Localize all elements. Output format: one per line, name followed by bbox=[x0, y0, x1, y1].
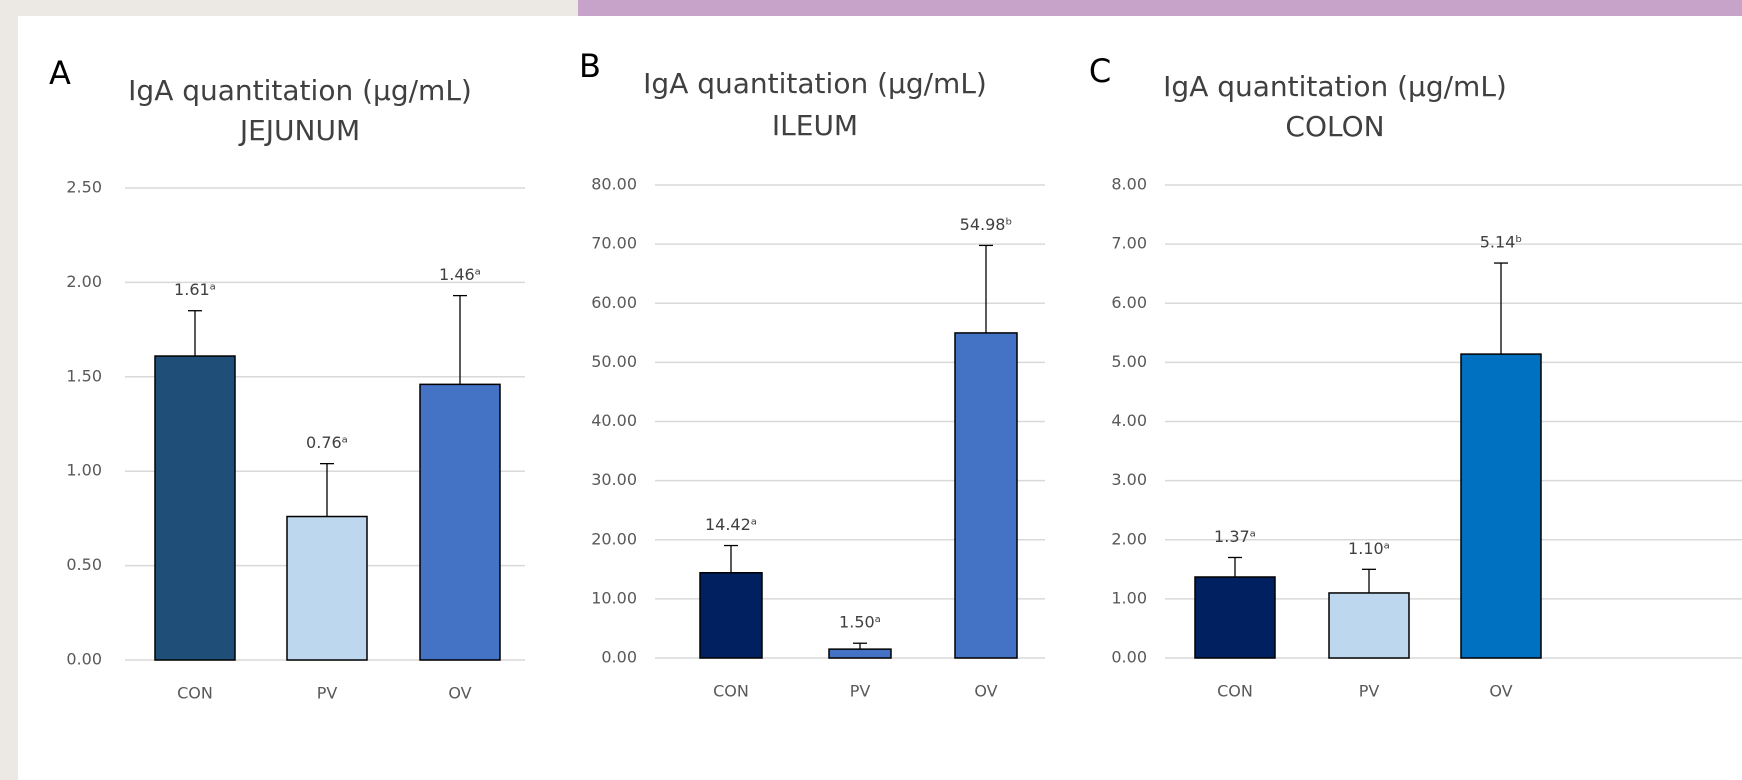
value-label: 54.98ᵇ bbox=[960, 215, 1013, 234]
value-label: 1.10ᵃ bbox=[1348, 539, 1390, 558]
y-tick-label: 4.00 bbox=[1111, 411, 1147, 430]
chart-title: IgA quantitation (µg/mL) bbox=[1163, 70, 1507, 103]
y-tick-label: 70.00 bbox=[591, 234, 637, 253]
y-tick-label: 0.00 bbox=[1111, 648, 1147, 667]
value-label: 0.76ᵃ bbox=[306, 433, 348, 452]
y-tick-label: 0.00 bbox=[601, 648, 637, 667]
y-tick-label: 10.00 bbox=[591, 588, 637, 607]
y-tick-label: 80.00 bbox=[591, 175, 637, 194]
panel-letter: C bbox=[1089, 52, 1111, 90]
x-tick-label: OV bbox=[974, 682, 997, 701]
x-tick-label: CON bbox=[1217, 682, 1253, 701]
y-tick-label: 8.00 bbox=[1111, 175, 1147, 194]
bar bbox=[955, 333, 1017, 658]
chart-title: IgA quantitation (µg/mL) bbox=[128, 74, 472, 107]
y-tick-label: 2.50 bbox=[66, 178, 102, 197]
y-tick-label: 50.00 bbox=[591, 352, 637, 371]
bar bbox=[1329, 593, 1409, 658]
panel-letter: A bbox=[49, 54, 71, 92]
y-tick-label: 60.00 bbox=[591, 293, 637, 312]
y-tick-label: 2.00 bbox=[66, 272, 102, 291]
panel-letter: B bbox=[579, 47, 601, 85]
x-tick-label: PV bbox=[850, 682, 871, 701]
chart-subtitle: JEJUNUM bbox=[238, 114, 360, 147]
bar bbox=[287, 517, 367, 660]
value-label: 14.42ᵃ bbox=[705, 515, 757, 534]
value-label: 5.14ᵇ bbox=[1480, 233, 1522, 252]
chart-subtitle: COLON bbox=[1285, 110, 1384, 143]
y-tick-label: 5.00 bbox=[1111, 352, 1147, 371]
bar bbox=[700, 573, 762, 658]
value-label: 1.50ᵃ bbox=[839, 613, 881, 632]
y-tick-label: 0.00 bbox=[66, 650, 102, 669]
y-tick-label: 1.00 bbox=[1111, 588, 1147, 607]
bar bbox=[420, 384, 500, 660]
figure: A IgA quantitation (µg/mL) JEJUNUM 0.00 0.50… bbox=[0, 0, 1742, 780]
y-tick-label: 1.00 bbox=[66, 461, 102, 480]
bar bbox=[1195, 577, 1275, 658]
y-tick-label: 40.00 bbox=[591, 411, 637, 430]
x-tick-label: CON bbox=[713, 682, 749, 701]
y-tick-label: 3.00 bbox=[1111, 470, 1147, 489]
y-tick-label: 0.50 bbox=[66, 555, 102, 574]
y-tick-label: 20.00 bbox=[591, 529, 637, 548]
y-tick-label: 6.00 bbox=[1111, 293, 1147, 312]
page: A IgA quantitation (µg/mL) JEJUNUM 0.00 0.50… bbox=[0, 0, 1742, 780]
x-tick-label: OV bbox=[1489, 682, 1512, 701]
bar bbox=[1461, 354, 1541, 658]
y-tick-label: 7.00 bbox=[1111, 234, 1147, 253]
chart-title: IgA quantitation (µg/mL) bbox=[643, 67, 987, 100]
value-label: 1.61ᵃ bbox=[174, 280, 216, 299]
value-label: 1.46ᵃ bbox=[439, 265, 481, 284]
y-tick-label: 1.50 bbox=[66, 366, 102, 385]
x-tick-label: OV bbox=[448, 684, 471, 703]
x-tick-label: CON bbox=[177, 684, 213, 703]
y-tick-label: 30.00 bbox=[591, 470, 637, 489]
bar bbox=[155, 356, 235, 660]
chart-subtitle: ILEUM bbox=[772, 109, 858, 142]
y-tick-label: 2.00 bbox=[1111, 529, 1147, 548]
x-tick-label: PV bbox=[317, 684, 338, 703]
histology-strip bbox=[578, 0, 1742, 16]
value-label: 1.37ᵃ bbox=[1214, 527, 1256, 546]
x-tick-label: PV bbox=[1359, 682, 1380, 701]
bar bbox=[829, 649, 891, 658]
